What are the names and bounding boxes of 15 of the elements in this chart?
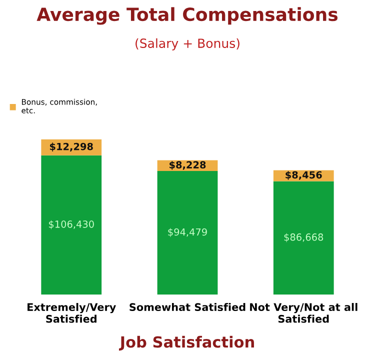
bar [157, 171, 218, 295]
data-label: $106,430 [48, 220, 94, 230]
data-label: $86,668 [284, 233, 324, 242]
x-axis-title: Job Satisfaction [118, 336, 254, 351]
chart-subtitle: (Salary + Bonus) [136, 38, 240, 50]
x-tick-label: Extremely/Very Satisfied [28, 302, 116, 323]
bar [273, 181, 334, 295]
bar [41, 155, 102, 295]
x-tick-label: Somewhat Satisfied [130, 302, 246, 312]
data-label: $12,298 [50, 142, 93, 152]
data-label: $8,456 [286, 171, 322, 180]
x-tick-label: Not Very/Not at all Satisfied [250, 302, 358, 323]
data-label: $8,228 [170, 160, 206, 170]
chart-title: Average Total Compensations [36, 7, 338, 25]
data-label: $94,479 [168, 228, 207, 237]
